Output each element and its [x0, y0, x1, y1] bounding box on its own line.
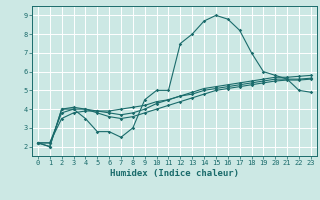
- X-axis label: Humidex (Indice chaleur): Humidex (Indice chaleur): [110, 169, 239, 178]
